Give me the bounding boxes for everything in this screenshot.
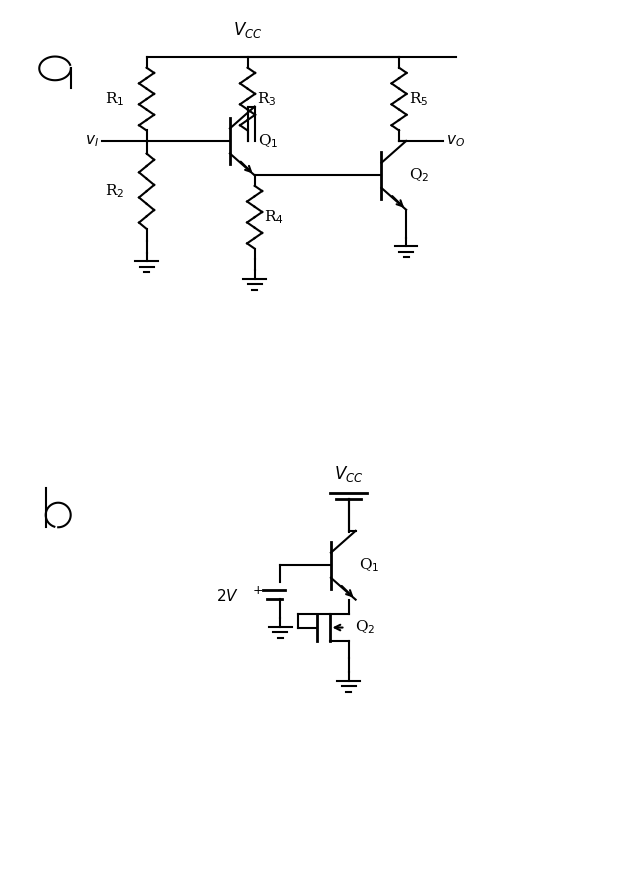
Text: +: + — [253, 584, 264, 597]
Text: $v_O$: $v_O$ — [446, 134, 465, 149]
Text: Q$_2$: Q$_2$ — [355, 618, 375, 636]
Text: R$_1$: R$_1$ — [105, 90, 124, 108]
Text: $2V$: $2V$ — [216, 588, 240, 604]
Text: R$_3$: R$_3$ — [257, 90, 276, 108]
Text: Q$_1$: Q$_1$ — [258, 132, 278, 150]
Text: R$_5$: R$_5$ — [408, 90, 428, 108]
Text: Q$_1$: Q$_1$ — [359, 556, 379, 574]
Text: $V_{CC}$: $V_{CC}$ — [333, 464, 363, 484]
Text: $v_I$: $v_I$ — [86, 134, 100, 149]
Text: Q$_2$: Q$_2$ — [410, 167, 430, 185]
Text: R$_4$: R$_4$ — [264, 209, 284, 226]
Text: $V_{CC}$: $V_{CC}$ — [233, 21, 262, 40]
Text: R$_2$: R$_2$ — [105, 183, 124, 200]
